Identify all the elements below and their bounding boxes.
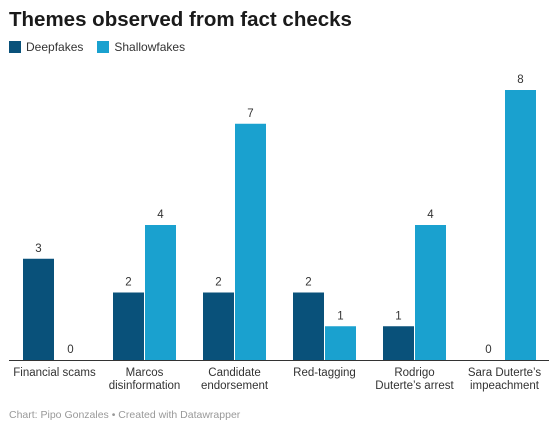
bar-deepfakes-5 — [383, 326, 414, 360]
legend-swatch-shallowfakes — [97, 41, 110, 53]
data-label-deepfakes-1: 3 — [35, 243, 41, 255]
chart-title: Themes observed from fact checks — [9, 8, 352, 31]
tick-label-5: Rodrigo Duterte’s arrest — [375, 367, 454, 392]
legend-swatch-deepfakes — [9, 41, 21, 53]
data-label-deepfakes-2: 2 — [125, 277, 131, 289]
chart-credit: Chart: Pipo Gonzales • Created with Data… — [9, 409, 241, 421]
legend-item-shallowfakes: Shallowfakes — [97, 40, 185, 54]
data-label-shallowfakes-6: 8 — [517, 74, 523, 86]
tick-label-2: Marcos disinformation — [109, 367, 181, 392]
legend-item-deepfakes: Deepfakes — [9, 40, 83, 54]
bar-shallowfakes-5 — [415, 225, 446, 360]
bar-shallowfakes-3 — [235, 123, 266, 360]
legend-label-deepfakes: Deepfakes — [26, 40, 84, 54]
data-label-shallowfakes-1: 0 — [67, 344, 73, 356]
data-label-shallowfakes-3: 7 — [247, 108, 253, 120]
bar-deepfakes-1 — [23, 258, 54, 360]
bar-deepfakes-4 — [293, 292, 324, 360]
data-label-deepfakes-4: 2 — [305, 277, 311, 289]
tick-label-1: Financial scams — [13, 367, 96, 379]
data-label-shallowfakes-2: 4 — [157, 209, 164, 221]
data-label-deepfakes-5: 1 — [395, 310, 401, 322]
tick-label-6: Sara Duterte’s impeachment — [468, 367, 542, 392]
tick-label-4: Red-tagging — [293, 367, 356, 379]
data-label-shallowfakes-4: 1 — [337, 310, 343, 322]
legend: Deepfakes Shallowfakes — [9, 40, 199, 54]
bar-shallowfakes-6 — [505, 90, 536, 360]
data-label-deepfakes-3: 2 — [215, 277, 221, 289]
legend-label-shallowfakes: Shallowfakes — [114, 40, 186, 54]
bar-deepfakes-2 — [113, 292, 144, 360]
bar-deepfakes-3 — [203, 292, 234, 360]
bar-shallowfakes-2 — [145, 225, 176, 360]
bar-shallowfakes-4 — [325, 326, 356, 360]
data-label-shallowfakes-5: 4 — [427, 209, 434, 221]
data-label-deepfakes-6: 0 — [485, 344, 491, 356]
tick-label-3: Candidate endorsement — [201, 367, 269, 392]
